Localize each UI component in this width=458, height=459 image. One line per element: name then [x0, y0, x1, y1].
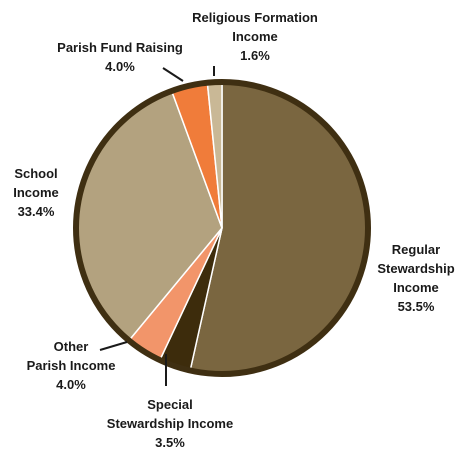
slice-name: Parish Fund Raising — [57, 40, 183, 55]
slice-name: Regular — [392, 242, 440, 257]
slice-label: Religious Formation Income 1.6% — [192, 10, 318, 63]
slice-label: Special Stewardship Income 3.5% — [107, 397, 233, 450]
slice-label: Regular Stewardship Income 53.5% — [377, 242, 454, 314]
slice-name: Stewardship — [377, 261, 454, 276]
pie-rim — [73, 79, 371, 377]
slice-name: Parish Income — [27, 358, 116, 373]
slice-percent: 3.5% — [155, 435, 185, 450]
slice-name: Stewardship Income — [107, 416, 233, 431]
slice-label: School Income 33.4% — [13, 166, 59, 219]
slice-name: Income — [393, 280, 439, 295]
slice-percent: 1.6% — [240, 48, 270, 63]
slice-name: Income — [232, 29, 278, 44]
slice-name: Special — [147, 397, 193, 412]
pie-slices — [75, 81, 369, 375]
slice-label: Other Parish Income 4.0% — [27, 339, 116, 392]
slice-percent: 4.0% — [56, 377, 86, 392]
slice-name: Religious Formation — [192, 10, 318, 25]
leader-line — [99, 341, 128, 351]
slice-percent: 33.4% — [18, 204, 55, 219]
slice-name: School — [14, 166, 57, 181]
leader-line — [162, 67, 184, 82]
slice-labels: Regular Stewardship Income 53.5% Special Stew… — [13, 10, 454, 450]
slice-label: Parish Fund Raising 4.0% — [57, 40, 183, 74]
slice-name: Other — [54, 339, 89, 354]
slice-percent: 53.5% — [398, 299, 435, 314]
slice-name: Income — [13, 185, 59, 200]
leader-lines — [99, 66, 215, 386]
slice-percent: 4.0% — [105, 59, 135, 74]
